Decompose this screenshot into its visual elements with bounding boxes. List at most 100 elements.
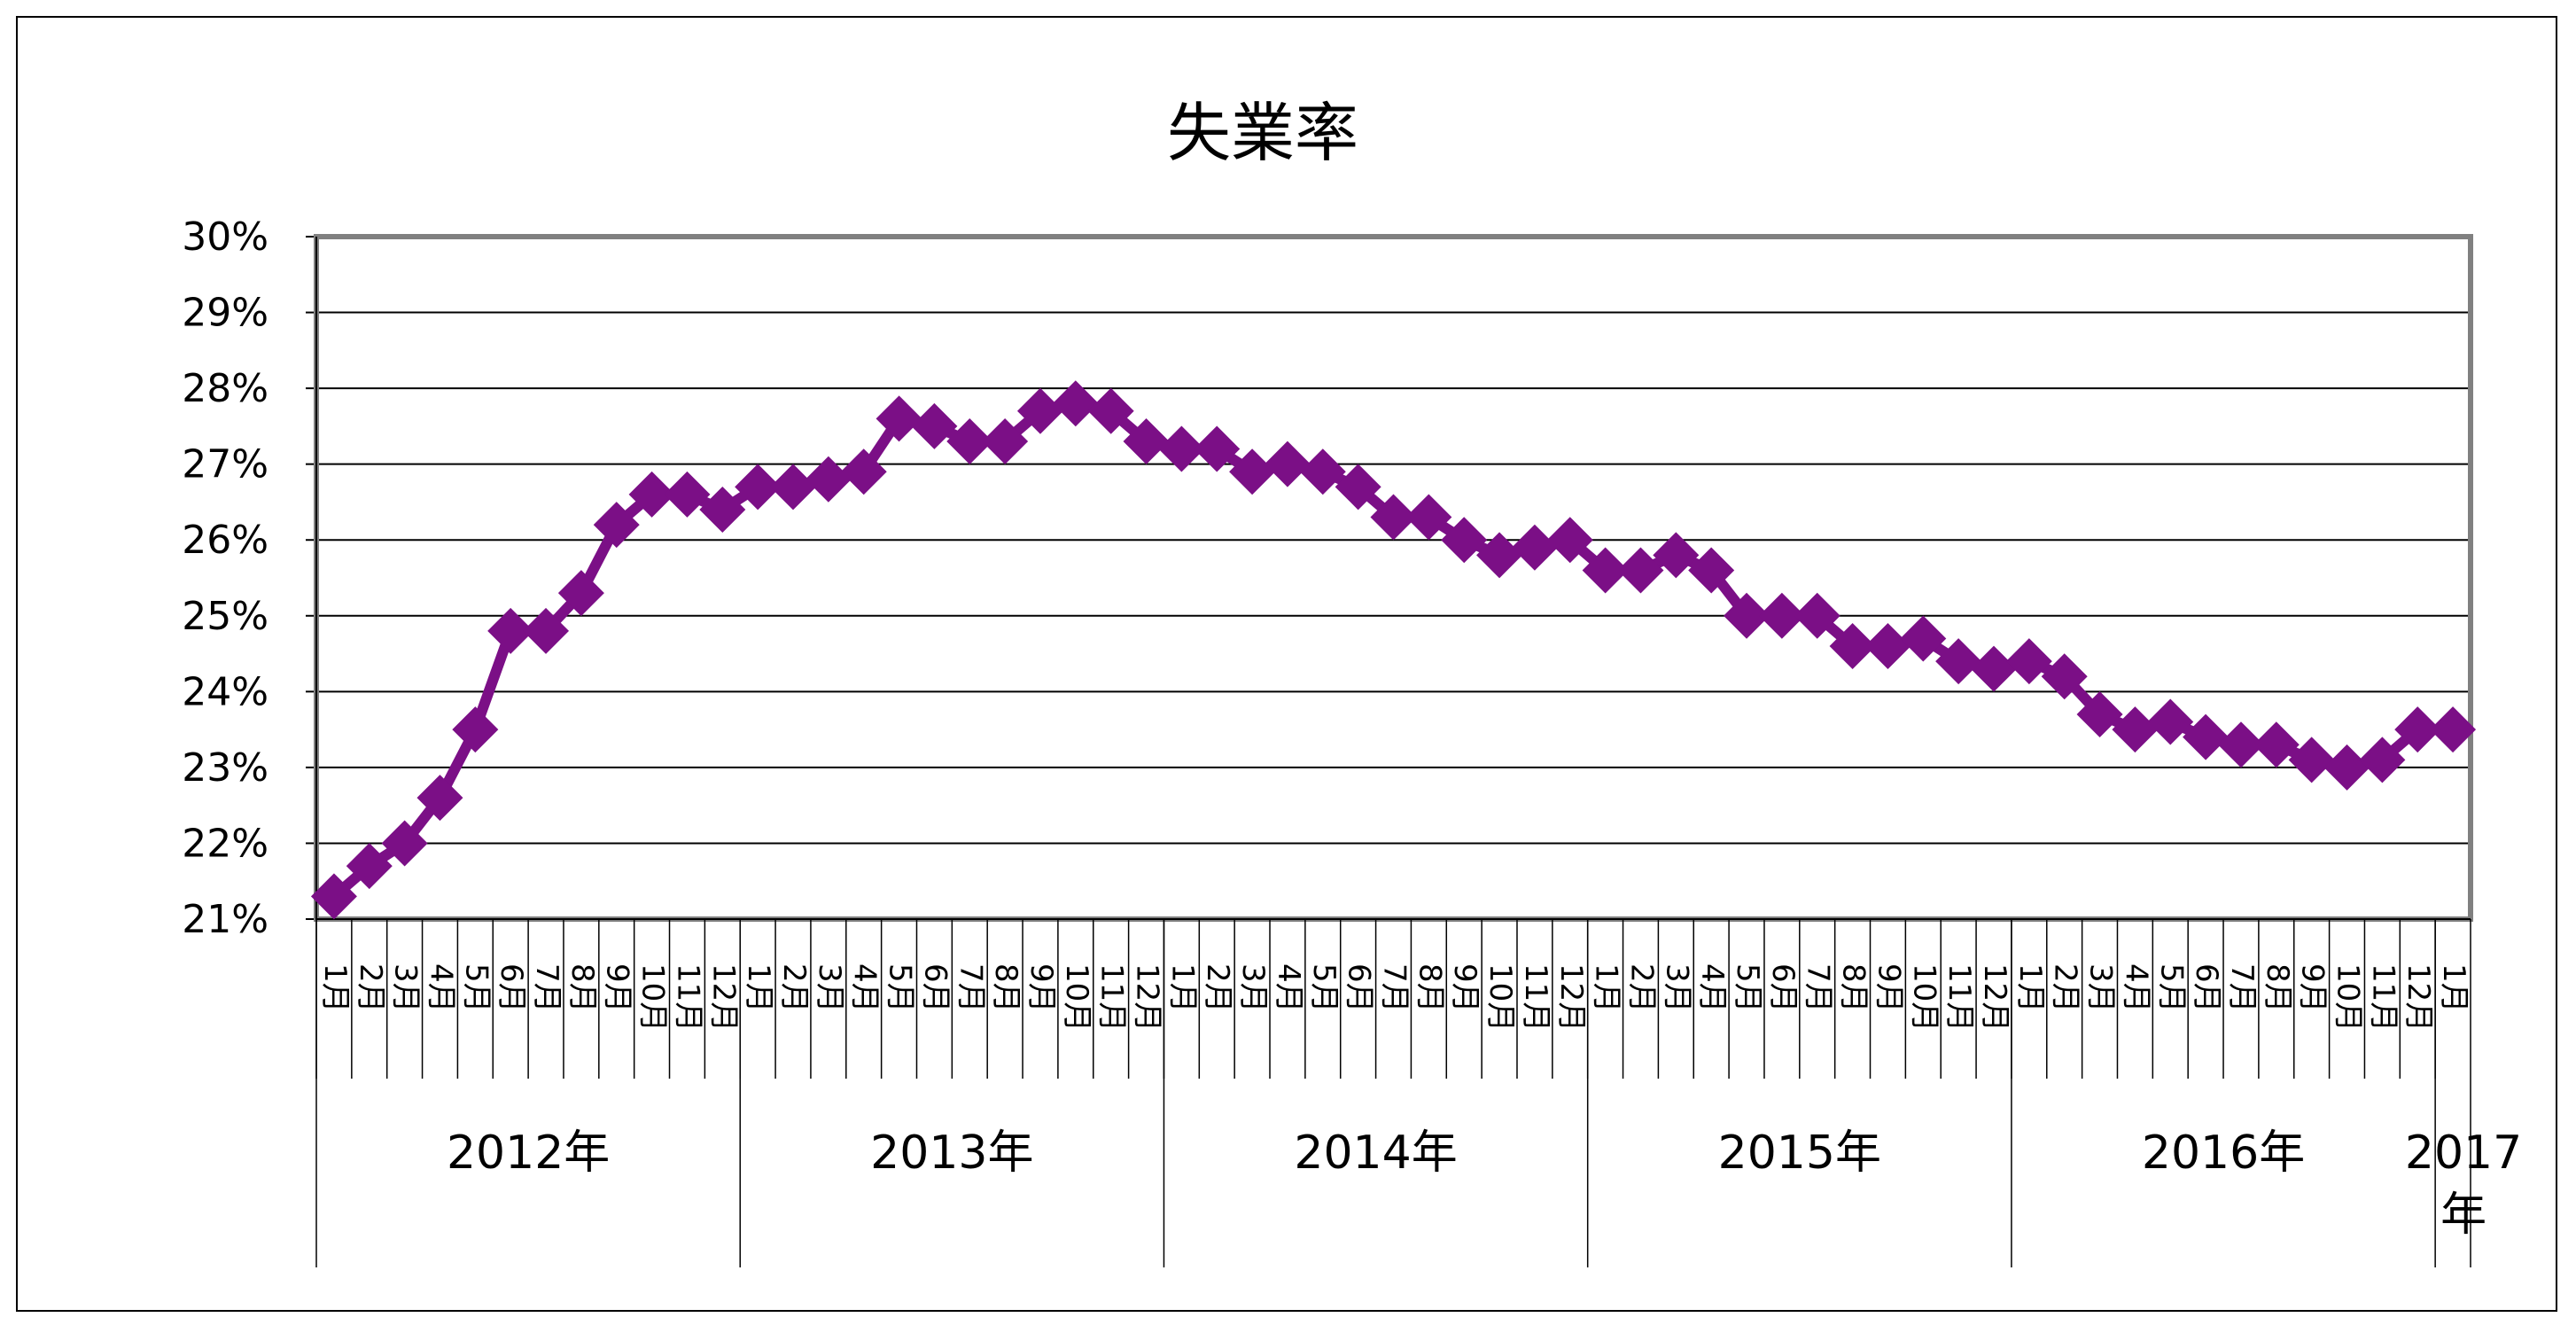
data-point-marker bbox=[557, 570, 604, 617]
y-tick-label: 22% bbox=[182, 821, 268, 866]
x-month-label: 7月 bbox=[1801, 963, 1836, 1013]
x-month-label: 1月 bbox=[1164, 963, 1200, 1013]
series-markers bbox=[310, 380, 2477, 920]
y-tick-label: 24% bbox=[182, 669, 268, 714]
x-month-label: 7月 bbox=[2224, 963, 2260, 1013]
data-point-marker bbox=[1511, 524, 1558, 571]
data-point-marker bbox=[1158, 425, 1205, 472]
data-point-marker bbox=[1370, 494, 1417, 541]
chart-frame bbox=[16, 16, 2557, 1312]
x-month-label: 12月 bbox=[1553, 963, 1589, 1032]
data-point-marker bbox=[1970, 645, 2017, 692]
x-month-label: 8月 bbox=[988, 963, 1023, 1013]
x-month-label: 3月 bbox=[812, 963, 847, 1013]
x-month-label: 3月 bbox=[388, 963, 424, 1013]
data-point-marker bbox=[1229, 448, 1276, 495]
x-year-label: 2015年 bbox=[1718, 1126, 1881, 1180]
data-point-marker bbox=[593, 502, 640, 549]
x-month-label: 2月 bbox=[776, 963, 812, 1013]
x-month-label: 11月 bbox=[1942, 963, 1977, 1032]
data-point-marker bbox=[1617, 547, 1664, 594]
axes: 21%22%23%24%25%26%27%28%29%30%1月 2月 3月 4月 5月… bbox=[182, 214, 2522, 1267]
x-month-label: 4月 bbox=[847, 963, 883, 1013]
x-month-label: 1月 bbox=[2012, 963, 2048, 1013]
data-point-marker bbox=[1123, 418, 1170, 464]
x-month-label: 4月 bbox=[423, 963, 458, 1013]
data-point-marker bbox=[2359, 737, 2406, 783]
data-point-marker bbox=[2323, 744, 2370, 791]
data-point-marker bbox=[805, 456, 852, 503]
x-month-label: 10月 bbox=[1059, 963, 1094, 1032]
x-month-label: 8月 bbox=[2260, 963, 2295, 1013]
x-year-label: 2014年 bbox=[1294, 1126, 1457, 1180]
x-month-label: 9月 bbox=[1023, 963, 1059, 1013]
data-point-marker bbox=[2076, 691, 2123, 737]
x-month-label: 2月 bbox=[353, 963, 388, 1013]
data-point-marker bbox=[699, 487, 746, 533]
data-point-marker bbox=[1829, 623, 1876, 669]
data-point-marker bbox=[1016, 387, 1063, 434]
data-point-marker bbox=[2147, 698, 2194, 745]
y-tick-label: 27% bbox=[182, 442, 268, 487]
x-month-label: 1月 bbox=[741, 963, 776, 1013]
x-month-label: 6月 bbox=[494, 963, 529, 1013]
data-point-marker bbox=[2112, 706, 2159, 753]
x-month-label: 1月 bbox=[317, 963, 353, 1013]
x-year-label: 2017 年 bbox=[2405, 1126, 2522, 1242]
x-month-label: 6月 bbox=[1765, 963, 1801, 1013]
y-tick-label: 23% bbox=[182, 745, 268, 791]
data-point-marker bbox=[1405, 494, 1452, 541]
x-month-label: 6月 bbox=[1342, 963, 1377, 1013]
data-point-marker bbox=[1653, 532, 1700, 579]
y-tick-label: 29% bbox=[182, 291, 268, 336]
data-point-marker bbox=[735, 464, 782, 511]
x-month-label: 5月 bbox=[458, 963, 494, 1013]
x-year-label: 2012年 bbox=[447, 1126, 610, 1180]
data-point-marker bbox=[452, 706, 499, 753]
x-month-label: 4月 bbox=[1271, 963, 1306, 1013]
x-month-label: 5月 bbox=[2153, 963, 2189, 1013]
x-month-label: 8月 bbox=[1412, 963, 1447, 1013]
data-point-marker bbox=[664, 471, 711, 518]
data-point-marker bbox=[1582, 547, 1629, 594]
x-month-label: 8月 bbox=[564, 963, 600, 1013]
x-month-label: 2月 bbox=[1200, 963, 1235, 1013]
data-point-marker bbox=[1864, 623, 1911, 669]
data-point-marker bbox=[2394, 706, 2441, 753]
x-month-label: 5月 bbox=[1306, 963, 1342, 1013]
x-month-label: 11月 bbox=[670, 963, 705, 1032]
y-tick-label: 21% bbox=[182, 897, 268, 942]
data-point-marker bbox=[946, 418, 993, 464]
data-point-marker bbox=[876, 395, 922, 442]
x-month-label: 5月 bbox=[883, 963, 918, 1013]
x-month-label: 1月 bbox=[1589, 963, 1624, 1013]
x-month-label: 11月 bbox=[2365, 963, 2401, 1032]
data-point-marker bbox=[982, 418, 1029, 464]
data-point-marker bbox=[1194, 425, 1241, 472]
data-point-marker bbox=[2183, 713, 2230, 760]
x-month-label: 6月 bbox=[2189, 963, 2224, 1013]
data-point-marker bbox=[2288, 737, 2335, 783]
x-month-label: 7月 bbox=[953, 963, 988, 1013]
data-point-marker bbox=[1299, 448, 1346, 495]
x-month-label: 10月 bbox=[635, 963, 671, 1032]
data-point-marker bbox=[381, 820, 428, 867]
data-point-marker bbox=[1087, 387, 1134, 434]
data-point-marker bbox=[2253, 721, 2300, 768]
data-point-marker bbox=[310, 873, 357, 920]
x-month-label: 12月 bbox=[1977, 963, 2012, 1032]
y-tick-label: 28% bbox=[182, 366, 268, 411]
data-point-marker bbox=[487, 607, 534, 654]
chart-title: 失業率 bbox=[1167, 96, 1358, 170]
x-month-label: 2月 bbox=[2048, 963, 2083, 1013]
x-month-label: 8月 bbox=[1836, 963, 1872, 1013]
x-month-label: 11月 bbox=[1094, 963, 1130, 1032]
x-month-label: 9月 bbox=[600, 963, 635, 1013]
x-year-label: 2013年 bbox=[870, 1126, 1033, 1180]
x-month-label: 4月 bbox=[2118, 963, 2153, 1013]
data-point-marker bbox=[840, 448, 887, 495]
data-point-marker bbox=[2041, 653, 2088, 700]
x-month-label: 6月 bbox=[917, 963, 953, 1013]
x-month-label: 3月 bbox=[1235, 963, 1271, 1013]
